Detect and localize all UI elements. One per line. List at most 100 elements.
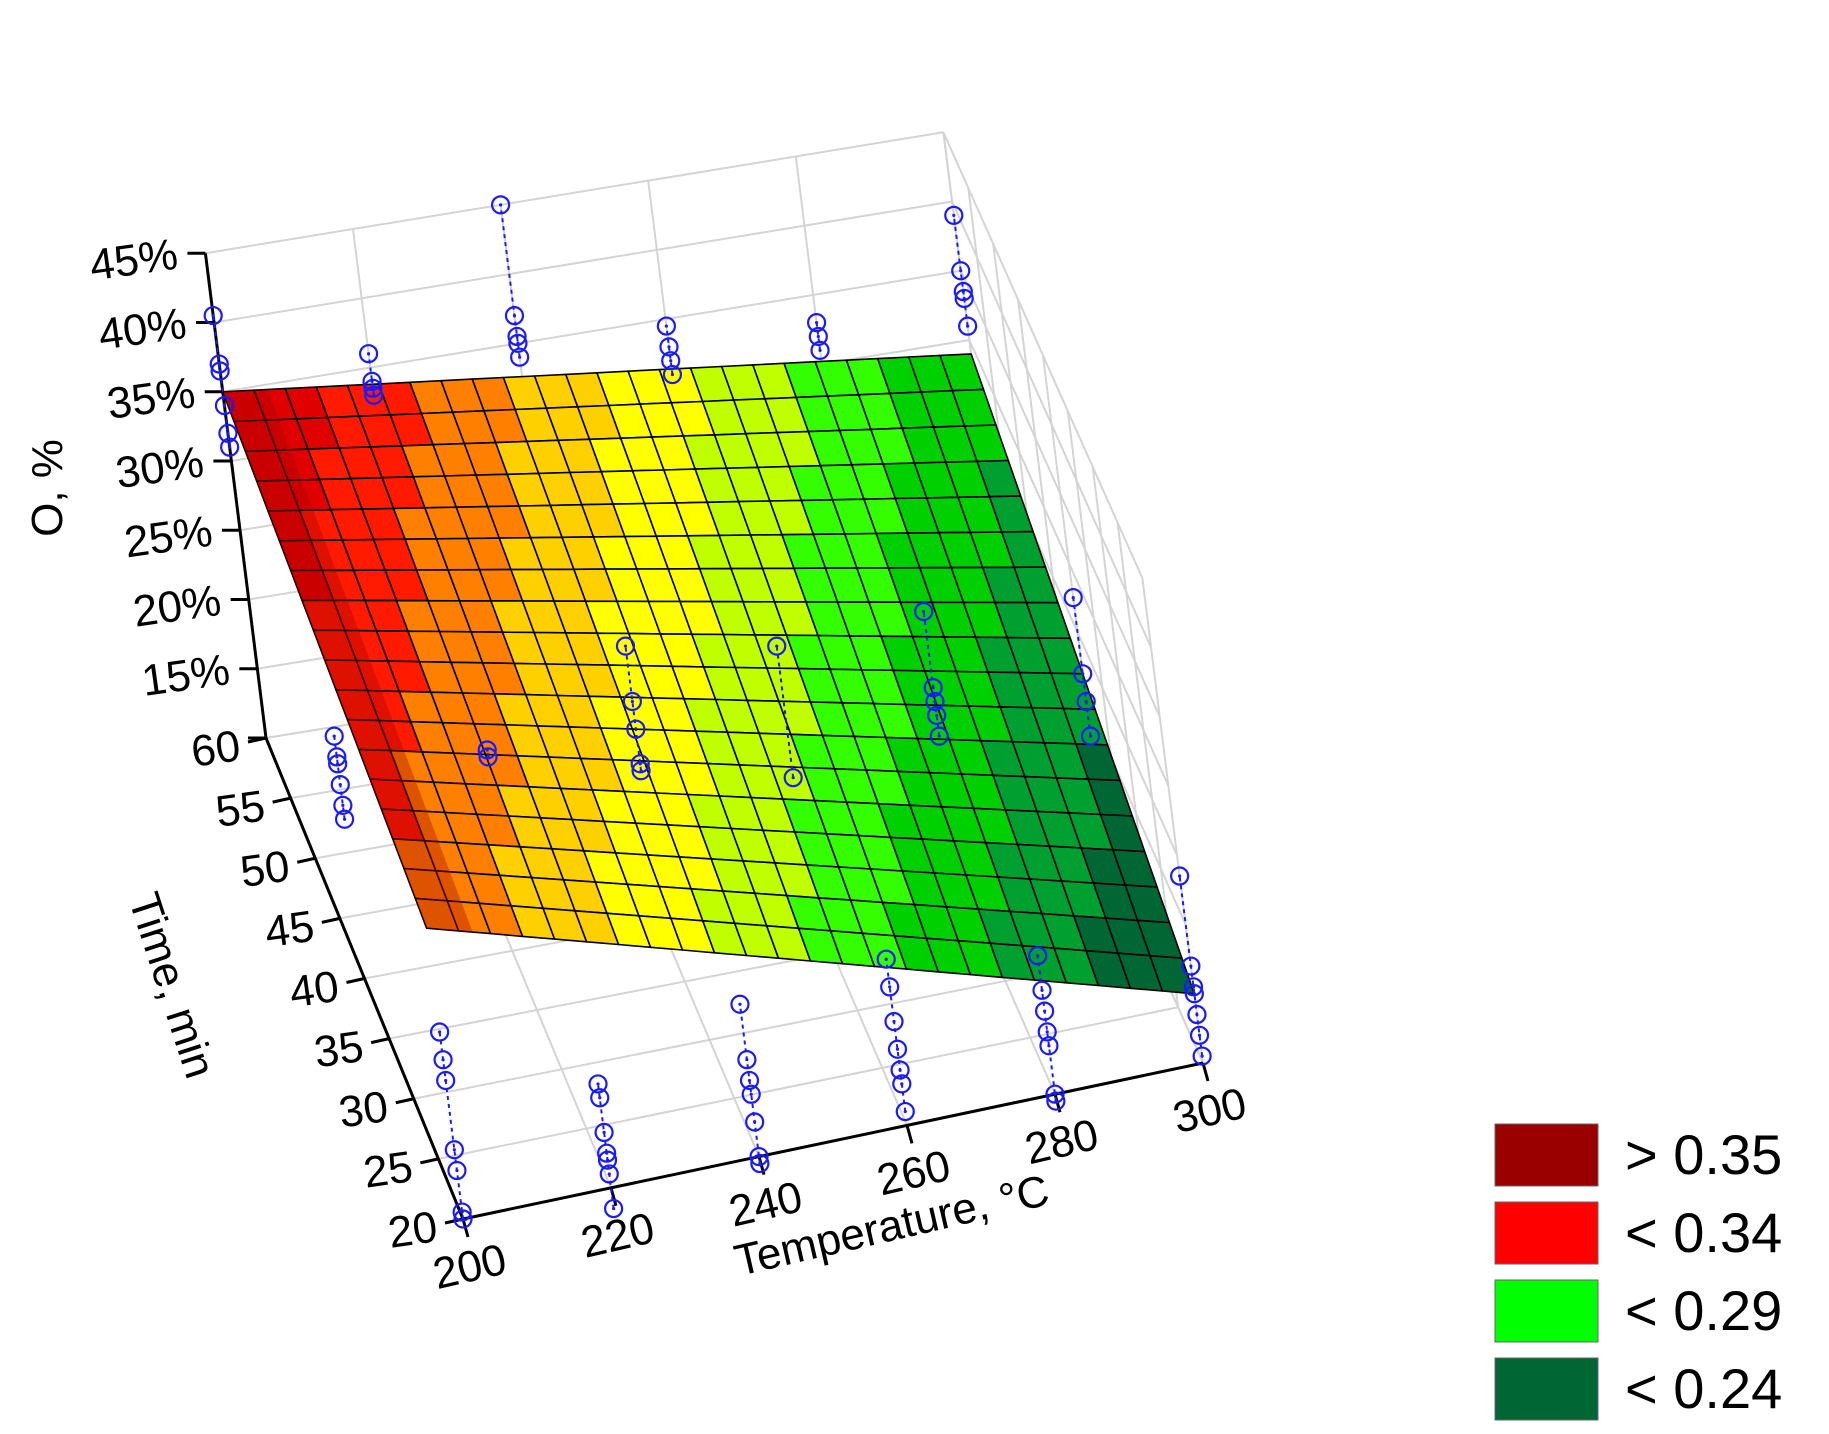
observation-point-center [222, 404, 227, 408]
observation-point-center [895, 1047, 900, 1051]
observation-point [364, 385, 384, 405]
observation-dropline [367, 353, 375, 396]
observation-point [895, 1101, 915, 1122]
observation-point [808, 326, 828, 347]
legend-label: > 0.35 [1625, 1123, 1782, 1186]
observation-point [1032, 980, 1052, 1000]
observation-point-center [441, 1058, 445, 1062]
observation-point [1183, 977, 1204, 997]
observation-point [953, 281, 973, 302]
x-tick-label: 220 [576, 1204, 659, 1268]
y-tick-mark [370, 1037, 390, 1045]
observation-point [630, 754, 650, 774]
y-tick-mark [321, 916, 341, 924]
z-tick-label: 20% [130, 576, 224, 637]
observation-point-center [791, 776, 795, 780]
observation-point-center [512, 314, 517, 318]
observation-point [430, 1022, 450, 1042]
observation-point [954, 288, 974, 309]
observation-point [477, 740, 497, 760]
observation-point [659, 337, 679, 357]
y-tick-mark [420, 1157, 439, 1165]
observation-point [220, 437, 240, 457]
observation-point-center [922, 609, 926, 614]
observation-point [218, 423, 238, 443]
observation-point [951, 261, 971, 281]
z-tick-label: 25% [121, 507, 215, 568]
surface-layer [221, 353, 1196, 995]
observation-point-center [1036, 954, 1040, 958]
observation-point-center [1200, 1054, 1204, 1058]
z-tick-label: 35% [104, 368, 198, 429]
observation-point-center [596, 1082, 600, 1086]
legend: > 0.35 < 0.34 < 0.29 < 0.24 [1494, 1123, 1782, 1421]
legend-swatch [1494, 1123, 1599, 1187]
observation-point [1080, 726, 1101, 746]
observation-point [884, 1011, 904, 1032]
observation-point-center [1045, 1030, 1049, 1034]
y-tick-label: 60 [188, 721, 243, 776]
observation-point [1028, 946, 1048, 966]
observation-point-center [959, 269, 963, 273]
observation-point [1187, 1004, 1207, 1025]
observation-point [927, 705, 947, 725]
y-tick-mark [395, 1097, 415, 1105]
observation-point-center [1084, 699, 1088, 704]
z-tick-label: 15% [139, 645, 233, 706]
observation-point-center [228, 445, 232, 449]
observation-point-center [455, 1168, 459, 1173]
observation-point [944, 205, 964, 225]
observation-point-center [1197, 1033, 1202, 1037]
observation-point [737, 1050, 757, 1070]
observation-point [749, 1146, 769, 1167]
observation-point [1076, 691, 1096, 712]
y-tick-label: 25 [360, 1142, 415, 1197]
observation-point-center [738, 1002, 742, 1006]
observation-dropline [624, 645, 643, 771]
observation-point [330, 774, 350, 795]
observation-dropline [597, 1083, 615, 1209]
y-tick-mark [346, 977, 365, 984]
observation-point [1046, 1091, 1066, 1111]
observation-point-center [605, 1158, 610, 1162]
z-tick-label: 45% [87, 230, 181, 291]
observation-dropline [333, 736, 346, 820]
observation-point-center [937, 734, 941, 738]
observation-point-center [758, 1161, 762, 1166]
observation-point-center [1040, 988, 1044, 992]
observation-point [615, 636, 636, 656]
observation-point-center [1081, 672, 1085, 676]
observation-point [1037, 1022, 1057, 1042]
observation-point-center [900, 1082, 904, 1086]
observation-point [876, 949, 896, 969]
tick-label-layer: 200 220 240 260 280 30020253035404550556015%2… [87, 230, 1251, 1299]
observation-point-center [372, 393, 376, 397]
observation-point [209, 354, 229, 374]
z-tick-label: 30% [113, 437, 207, 498]
observation-point-center [623, 644, 628, 648]
observation-point-center [1195, 1012, 1199, 1017]
observation-point [599, 1164, 619, 1184]
observation-point [214, 396, 235, 416]
observation-point [1073, 664, 1093, 684]
back-wall-grid-z [205, 131, 944, 255]
observation-point [730, 994, 750, 1014]
legend-swatch [1494, 1357, 1599, 1421]
observation-point-center [753, 1120, 757, 1124]
observation-point-center [747, 1078, 752, 1083]
observation-point-center [1071, 596, 1075, 600]
x-tick-label: 300 [1168, 1079, 1251, 1143]
legend-swatch [1494, 1279, 1599, 1343]
back-wall-grid-z [213, 200, 953, 324]
observation-point-center [211, 313, 215, 318]
observation-point [210, 361, 230, 381]
observation-point [1063, 588, 1083, 608]
observation-dropline [922, 611, 941, 737]
observation-point-center [336, 762, 340, 766]
observation-point-center [226, 431, 230, 435]
observation-point-center [452, 1148, 456, 1152]
observation-point-center [667, 345, 671, 349]
observation-point-center [639, 769, 643, 773]
observation-point [333, 795, 353, 815]
observation-point-center [888, 985, 892, 989]
